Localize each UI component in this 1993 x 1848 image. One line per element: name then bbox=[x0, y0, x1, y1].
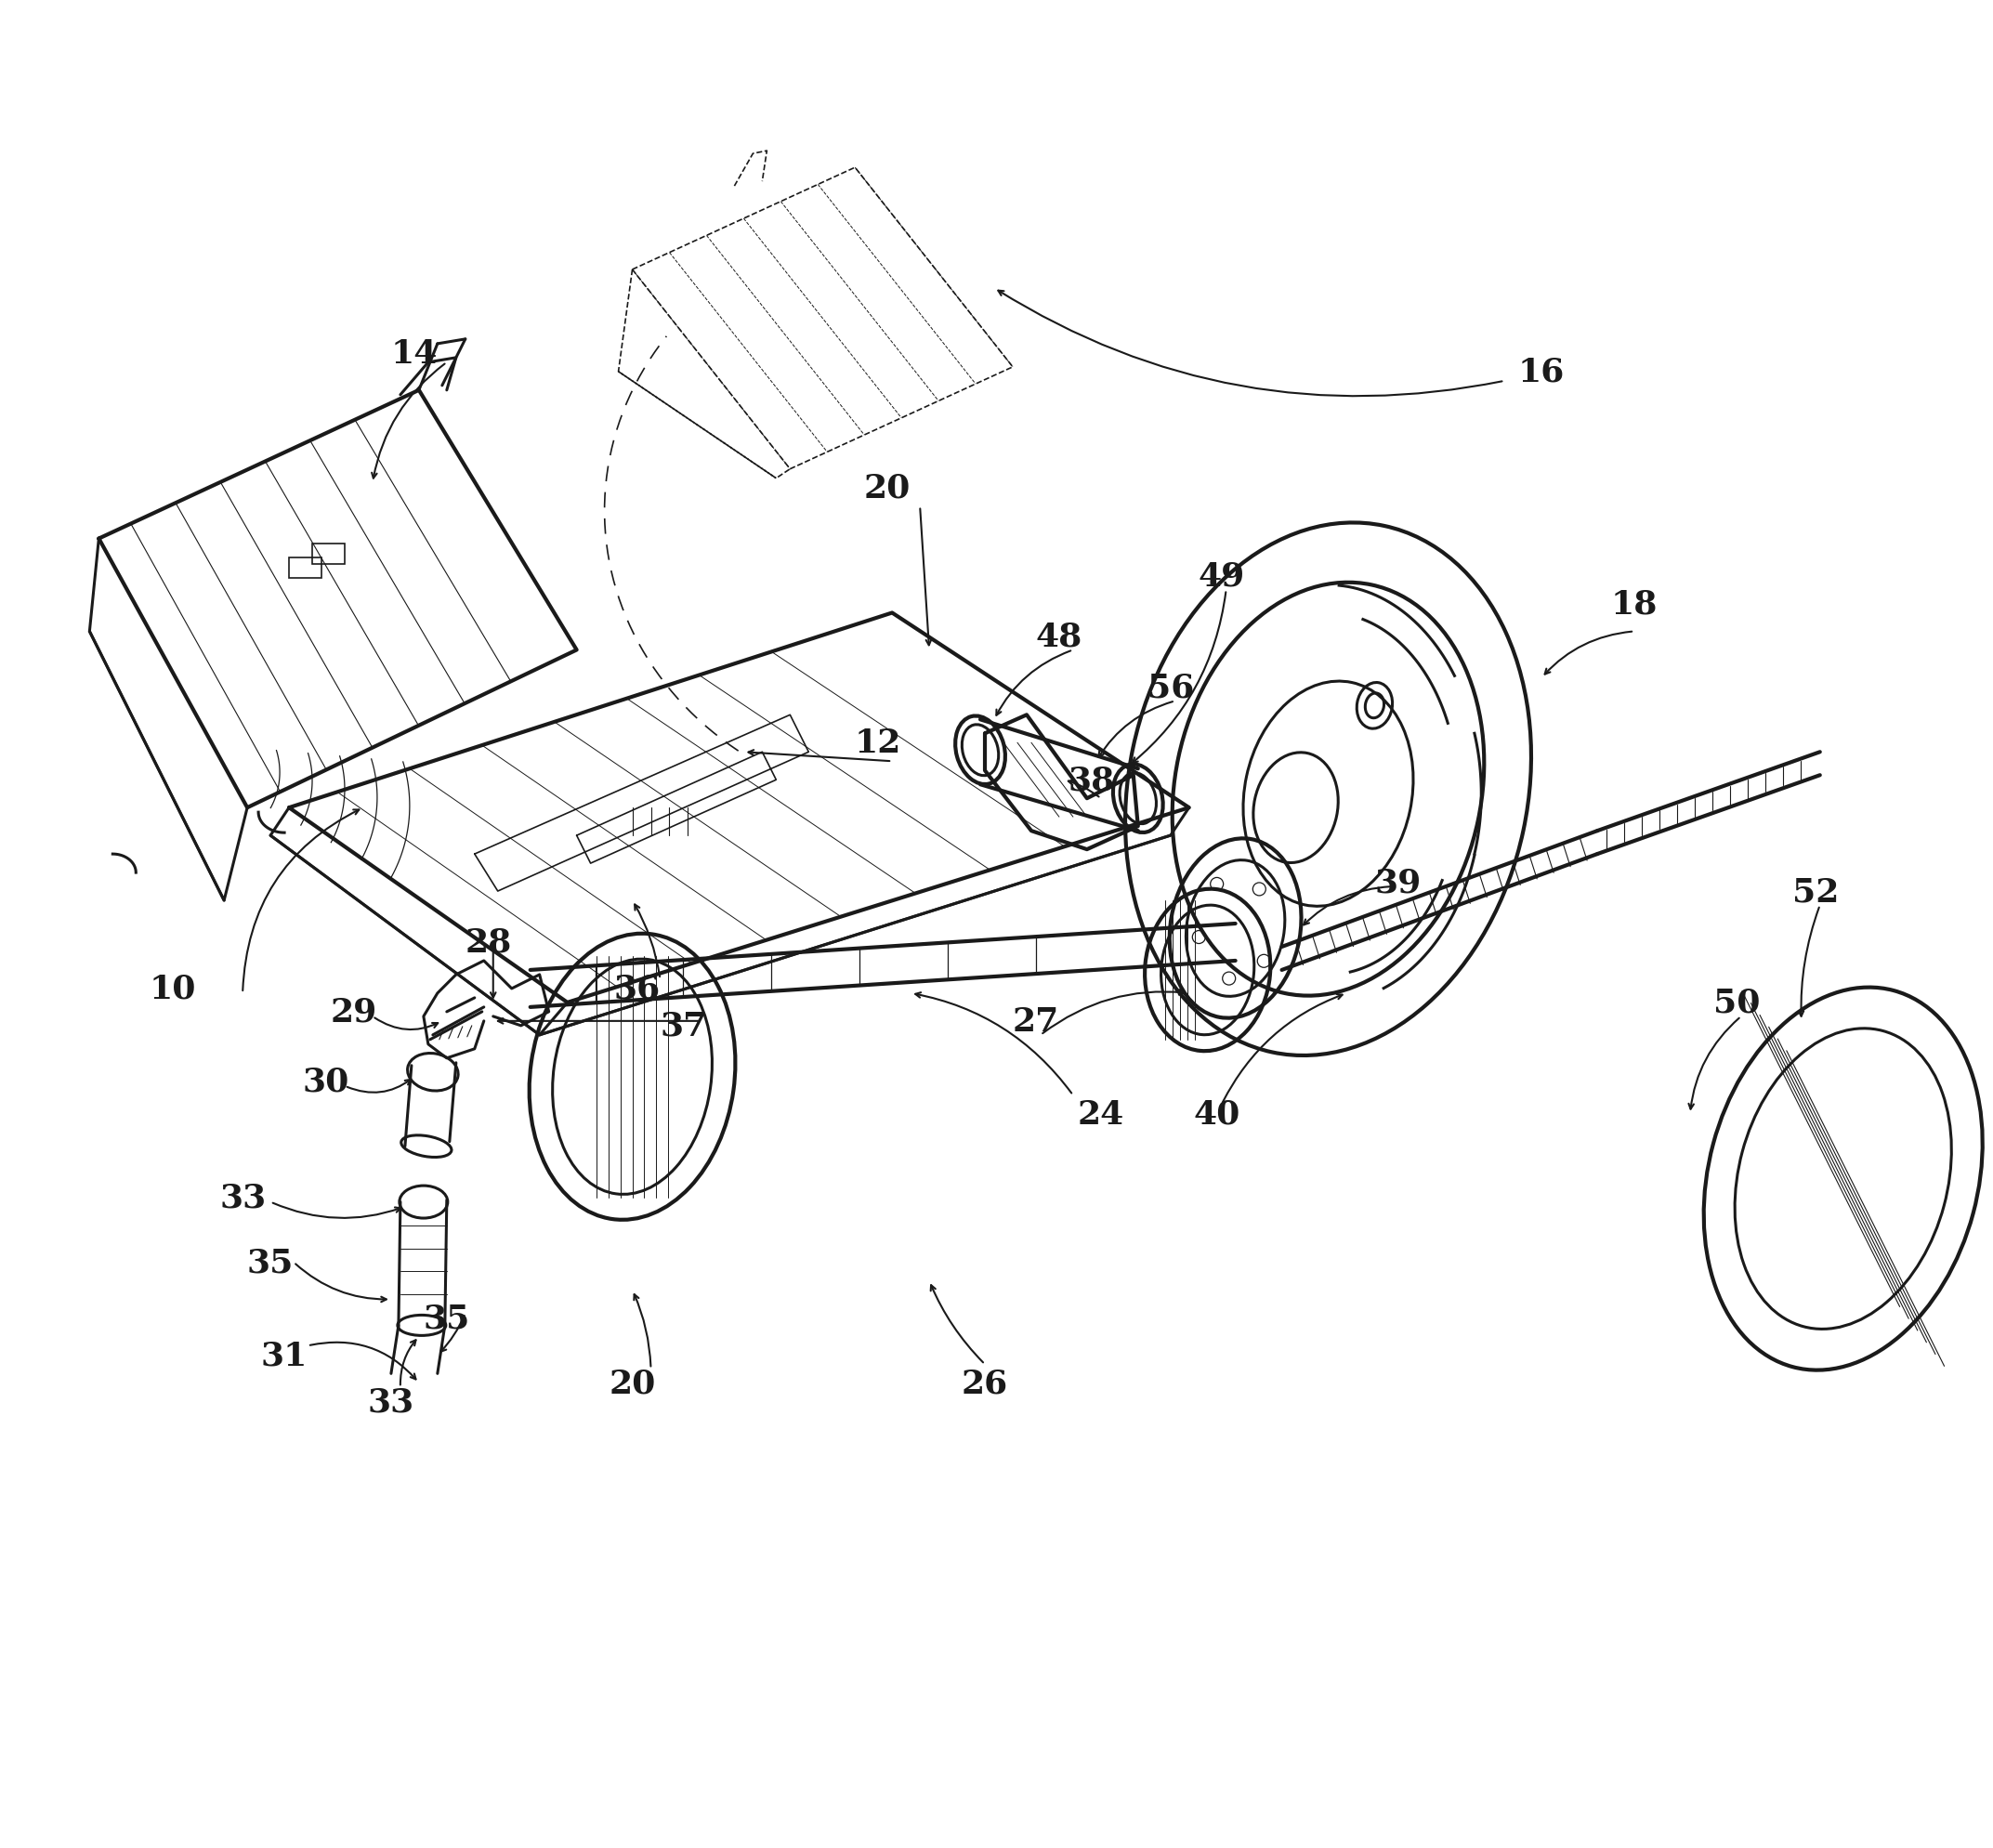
Text: 31: 31 bbox=[261, 1340, 307, 1371]
Text: 29: 29 bbox=[331, 996, 377, 1027]
Text: 16: 16 bbox=[1519, 357, 1565, 388]
Text: 30: 30 bbox=[303, 1066, 349, 1098]
Text: 33: 33 bbox=[219, 1181, 265, 1214]
Text: 50: 50 bbox=[1714, 987, 1760, 1018]
Text: 56: 56 bbox=[1148, 671, 1194, 704]
Text: 35: 35 bbox=[423, 1303, 470, 1334]
Text: 10: 10 bbox=[149, 974, 197, 1005]
Text: 48: 48 bbox=[1036, 621, 1082, 652]
Text: 33: 33 bbox=[369, 1386, 415, 1417]
Text: 39: 39 bbox=[1375, 867, 1421, 898]
Text: 24: 24 bbox=[1078, 1098, 1124, 1129]
Text: 20: 20 bbox=[865, 473, 911, 505]
Text: 40: 40 bbox=[1194, 1098, 1240, 1129]
Text: 28: 28 bbox=[464, 926, 512, 959]
Text: 12: 12 bbox=[855, 728, 901, 760]
Text: 49: 49 bbox=[1198, 560, 1246, 591]
Text: 20: 20 bbox=[610, 1368, 656, 1399]
Bar bbox=[289, 558, 321, 578]
Text: 18: 18 bbox=[1610, 588, 1658, 619]
Text: 36: 36 bbox=[614, 974, 660, 1005]
Text: 37: 37 bbox=[660, 1011, 708, 1042]
Text: 14: 14 bbox=[391, 338, 438, 370]
Text: 38: 38 bbox=[1068, 765, 1114, 796]
Bar bbox=[313, 543, 345, 564]
Text: 27: 27 bbox=[1012, 1005, 1058, 1037]
Text: 52: 52 bbox=[1792, 876, 1840, 907]
Text: 26: 26 bbox=[961, 1368, 1008, 1399]
Text: 35: 35 bbox=[247, 1247, 293, 1279]
